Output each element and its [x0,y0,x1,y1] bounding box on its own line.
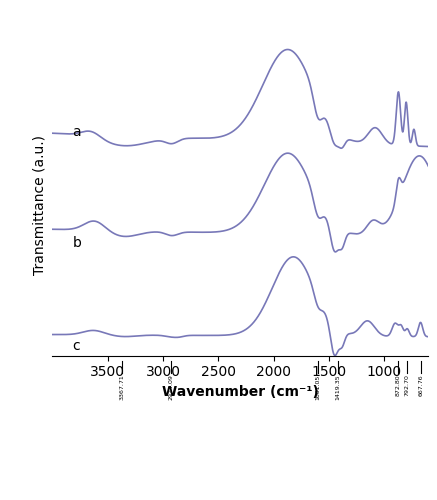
Text: c: c [73,338,80,352]
Text: a: a [73,126,81,140]
Text: 792.70: 792.70 [405,374,409,396]
Text: b: b [73,236,81,250]
X-axis label: Wavenumber (cm⁻¹): Wavenumber (cm⁻¹) [162,385,319,399]
Text: 667.76: 667.76 [418,374,423,396]
Text: 3367.71: 3367.71 [120,374,125,400]
Text: 1419.35: 1419.35 [335,374,340,400]
Text: 2924.09: 2924.09 [169,374,174,400]
Text: 872.80: 872.80 [395,374,401,396]
Text: 1601.05: 1601.05 [315,374,320,400]
Y-axis label: Transmittance (a.u.): Transmittance (a.u.) [33,135,47,275]
